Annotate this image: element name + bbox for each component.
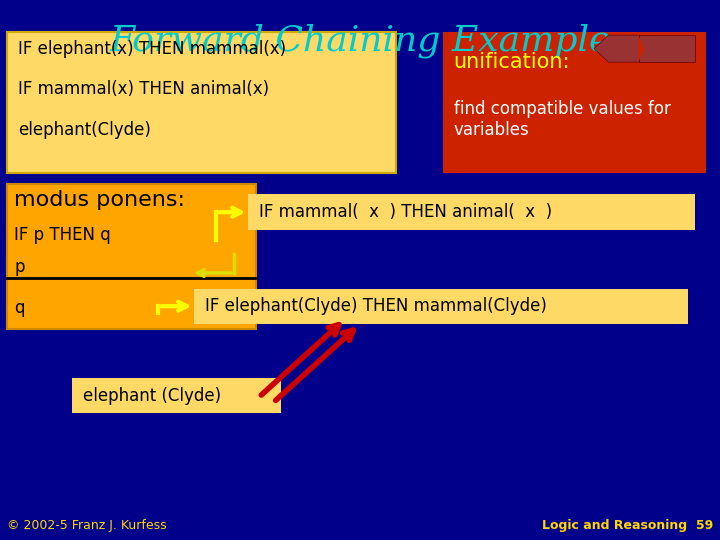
Polygon shape [594,35,639,62]
Text: q: q [14,299,25,317]
Text: © 2002-5 Franz J. Kurfess: © 2002-5 Franz J. Kurfess [7,519,167,532]
Text: elephant (Clyde): elephant (Clyde) [83,387,221,404]
FancyBboxPatch shape [7,184,256,329]
Text: elephant(Clyde): elephant(Clyde) [18,120,151,139]
FancyBboxPatch shape [443,32,706,173]
Text: Forward Chaining Example: Forward Chaining Example [109,23,611,58]
Text: find compatible values for
variables: find compatible values for variables [454,100,670,139]
FancyBboxPatch shape [194,289,688,324]
Polygon shape [639,35,644,62]
Text: IF elephant(x) THEN mammal(x): IF elephant(x) THEN mammal(x) [18,39,286,58]
Text: IF elephant(Clyde) THEN mammal(Clyde): IF elephant(Clyde) THEN mammal(Clyde) [205,298,547,315]
FancyBboxPatch shape [7,32,396,173]
FancyBboxPatch shape [72,378,281,413]
FancyBboxPatch shape [248,194,695,230]
Text: Logic and Reasoning  59: Logic and Reasoning 59 [541,519,713,532]
Text: IF p THEN q: IF p THEN q [14,226,111,244]
Text: IF mammal(x) THEN animal(x): IF mammal(x) THEN animal(x) [18,80,269,98]
Text: modus ponens:: modus ponens: [14,190,186,210]
Text: unification:: unification: [454,52,570,72]
Text: IF mammal(  x  ) THEN animal(  x  ): IF mammal( x ) THEN animal( x ) [259,203,552,221]
Polygon shape [639,35,695,62]
Text: p: p [14,258,25,276]
